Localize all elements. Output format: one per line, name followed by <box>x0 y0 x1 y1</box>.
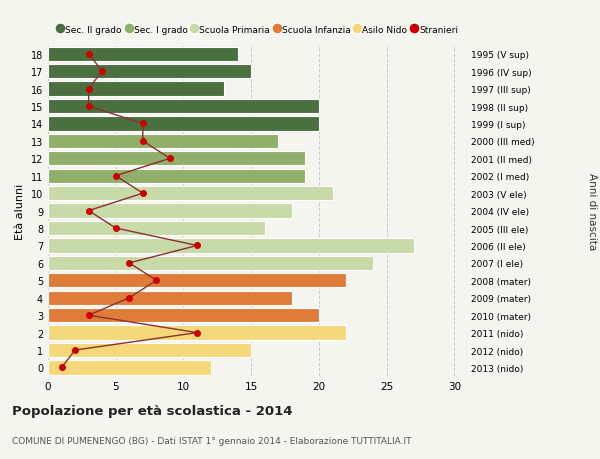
Text: COMUNE DI PUMENENGO (BG) - Dati ISTAT 1° gennaio 2014 - Elaborazione TUTTITALIA.: COMUNE DI PUMENENGO (BG) - Dati ISTAT 1°… <box>12 436 412 445</box>
Text: Anni di nascita: Anni di nascita <box>587 173 597 250</box>
Point <box>124 260 134 267</box>
Point <box>111 173 121 180</box>
Point <box>84 312 94 319</box>
Bar <box>48 221 265 235</box>
Bar <box>48 239 414 253</box>
Bar <box>48 326 346 340</box>
Point <box>97 68 107 76</box>
Bar <box>48 65 251 79</box>
Point <box>84 207 94 215</box>
Point <box>84 51 94 58</box>
Bar <box>48 169 305 184</box>
Bar <box>48 100 319 114</box>
Y-axis label: Età alunni: Età alunni <box>15 183 25 239</box>
Point <box>138 121 148 128</box>
Bar <box>48 274 346 288</box>
Bar <box>48 117 319 131</box>
Point <box>138 138 148 145</box>
Point <box>84 86 94 93</box>
Point <box>152 277 161 285</box>
Bar <box>48 291 292 305</box>
Point <box>84 103 94 111</box>
Point <box>111 225 121 232</box>
Point <box>192 329 202 336</box>
Bar <box>48 82 224 96</box>
Bar <box>48 47 238 62</box>
Bar <box>48 134 278 149</box>
Bar <box>48 152 305 166</box>
Point <box>165 155 175 162</box>
Point <box>192 242 202 250</box>
Bar <box>48 256 373 270</box>
Bar <box>48 361 211 375</box>
Point <box>57 364 67 371</box>
Bar <box>48 204 292 218</box>
Text: Popolazione per età scolastica - 2014: Popolazione per età scolastica - 2014 <box>12 404 293 417</box>
Bar <box>48 343 251 358</box>
Point <box>124 294 134 302</box>
Bar <box>48 308 319 323</box>
Point <box>138 190 148 197</box>
Point <box>70 347 80 354</box>
Legend: Sec. II grado, Sec. I grado, Scuola Primaria, Scuola Infanzia, Asilo Nido, Stran: Sec. II grado, Sec. I grado, Scuola Prim… <box>55 22 461 38</box>
Bar <box>48 187 332 201</box>
